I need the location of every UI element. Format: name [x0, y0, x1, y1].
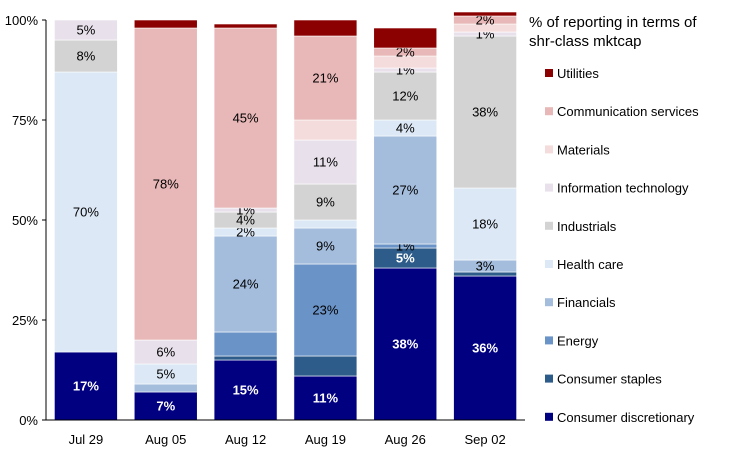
data-label: 4% — [396, 121, 415, 136]
bar-segment — [133, 19, 198, 29]
bar-segment — [453, 275, 517, 421]
x-axis: Jul 29 Aug 05 Aug 12 Aug 19 Aug 26 Sep 02 — [46, 419, 525, 447]
bar-segment — [133, 27, 198, 341]
data-label: 38% — [472, 105, 498, 120]
data-label: 78% — [153, 177, 179, 192]
data-label: 8% — [77, 49, 96, 64]
bar-segment — [453, 187, 517, 261]
bar-segment — [293, 35, 358, 121]
bar-segment — [213, 355, 278, 361]
bar-segment — [213, 27, 278, 209]
legend-label: Health care — [557, 257, 623, 272]
plot-area: 17%70%8%5%7%5%6%78%15%24%2%4%1%45%11%23%… — [54, 11, 517, 421]
data-label: 11% — [313, 391, 339, 406]
legend-label: Materials — [557, 142, 610, 157]
bar-segment — [213, 331, 278, 357]
x-tick-label: Jul 29 — [69, 432, 104, 447]
data-label: 9% — [316, 195, 335, 210]
data-label: 6% — [156, 345, 175, 360]
data-label: 27% — [392, 183, 418, 198]
legend-label: Utilities — [557, 66, 599, 81]
bar-segment — [293, 219, 358, 229]
legend-swatch — [545, 374, 553, 383]
legend: % of reporting in terms of shr-class mktc… — [529, 14, 699, 425]
y-tick-label: 50% — [12, 213, 38, 228]
y-tick-label: 25% — [12, 313, 38, 328]
data-label: 36% — [472, 341, 498, 356]
bar-segment — [293, 355, 358, 377]
legend-label: Consumer discretionary — [557, 410, 695, 425]
legend-swatch — [545, 336, 553, 345]
bar-segment — [133, 383, 198, 393]
legend-label: Energy — [557, 333, 599, 348]
legend-label: Consumer staples — [557, 372, 662, 387]
data-label: 70% — [73, 205, 99, 220]
x-tick-label: Aug 19 — [305, 432, 346, 447]
bar-segment — [373, 71, 438, 121]
bar-segment — [54, 19, 118, 41]
legend-swatch — [545, 145, 553, 154]
bar-segment — [213, 235, 278, 333]
bar-segment — [373, 135, 438, 245]
data-label: 9% — [316, 239, 335, 254]
data-label: 24% — [233, 277, 259, 292]
data-label: 4% — [236, 213, 255, 228]
legend-swatch — [545, 260, 553, 268]
legend-swatch — [545, 412, 553, 421]
bar-segment — [373, 267, 438, 421]
bar-segment — [293, 263, 358, 357]
bar-segment — [373, 27, 438, 49]
bar-segment — [213, 23, 278, 29]
legend-label: Communication services — [557, 104, 699, 119]
data-label: 17% — [73, 379, 99, 394]
bar-segment — [453, 35, 517, 189]
data-label: 45% — [233, 111, 259, 126]
y-tick-label: 0% — [19, 413, 38, 428]
bar-segment — [54, 71, 118, 353]
y-axis: 0% 25% 50% 75% 100% — [5, 13, 47, 428]
x-tick-label: Aug 26 — [385, 432, 426, 447]
bar-segment — [293, 183, 358, 221]
legend-label: Industrials — [557, 219, 617, 234]
data-label: 15% — [233, 383, 259, 398]
x-tick-label: Aug 12 — [225, 432, 266, 447]
bar-segment — [133, 339, 198, 365]
data-label: 12% — [392, 89, 418, 104]
data-label: 23% — [312, 303, 338, 318]
x-tick-label: Aug 05 — [145, 432, 186, 447]
legend-swatch — [545, 298, 553, 307]
legend-title: % of reporting in terms of shr-class mktc… — [529, 14, 697, 50]
legend-label: Information technology — [557, 181, 689, 196]
data-label: 3% — [476, 259, 495, 274]
data-label: 18% — [472, 217, 498, 232]
bar-segment — [293, 139, 358, 185]
legend-swatch — [545, 107, 553, 116]
data-label: 5% — [156, 367, 175, 382]
data-label: 5% — [77, 23, 96, 38]
legend-label: Financials — [557, 295, 616, 310]
data-label: 7% — [156, 399, 175, 414]
bar-segment — [293, 119, 358, 141]
bar-segment — [293, 19, 358, 37]
legend-swatch — [545, 221, 553, 230]
bar-segment — [453, 11, 517, 17]
y-tick-label: 100% — [5, 13, 39, 28]
data-label: 5% — [396, 251, 415, 266]
bar-segment — [54, 351, 118, 421]
legend-swatch — [545, 69, 553, 77]
y-tick-label: 75% — [12, 113, 38, 128]
data-label: 38% — [392, 337, 418, 352]
legend-swatch — [545, 183, 553, 192]
bar-segment — [213, 359, 278, 421]
data-label: 21% — [312, 71, 338, 86]
data-label: 11% — [313, 155, 338, 170]
bar-segment — [293, 227, 358, 265]
x-tick-label: Sep 02 — [464, 432, 505, 447]
